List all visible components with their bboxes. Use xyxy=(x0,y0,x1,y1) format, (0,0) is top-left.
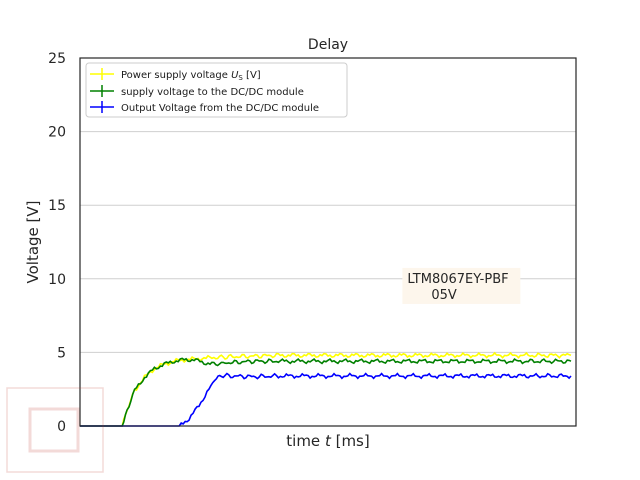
x-axis-label-var: t xyxy=(325,432,332,450)
grid xyxy=(80,131,576,353)
legend-label-1-suffix: [V] xyxy=(243,70,261,81)
y-tick-label: 5 xyxy=(57,345,66,361)
series-line-2 xyxy=(80,357,572,427)
legend-label-1-var: U xyxy=(231,70,239,81)
annotation-box xyxy=(402,267,521,304)
legend-label-2: supply voltage to the DC/DC module xyxy=(121,87,304,98)
annotation-line-1: LTM8067EY-PBF xyxy=(407,272,508,287)
y-tick-label: 15 xyxy=(48,198,66,214)
legend-entry-2: supply voltage to the DC/DC module xyxy=(90,85,304,98)
annotation: LTM8067EY-PBF 05V xyxy=(402,267,521,304)
legend: Power supply voltage US [V] supply volta… xyxy=(85,62,348,118)
y-ticks: 0 5 10 15 20 25 xyxy=(48,51,66,435)
watermark-chip xyxy=(28,407,80,453)
series-group xyxy=(80,351,572,427)
chart-title: Delay xyxy=(308,37,348,53)
y-axis-label: Voltage [V] xyxy=(24,201,42,284)
x-axis-label: time t [ms] xyxy=(286,432,369,450)
legend-label-1-sub: S xyxy=(238,74,243,82)
plot-frame xyxy=(79,57,577,427)
y-tick-label: 0 xyxy=(57,419,66,435)
y-tick-label: 10 xyxy=(48,272,66,288)
watermark-logo xyxy=(6,387,104,473)
legend-entry-1: Power supply voltage US [V] xyxy=(90,68,261,82)
y-tick-label: 20 xyxy=(48,125,66,141)
y-tick-label: 25 xyxy=(48,51,66,67)
annotation-line-2: 05V xyxy=(431,288,457,303)
series-line-3 xyxy=(80,372,572,427)
legend-entry-3: Output Voltage from the DC/DC module xyxy=(90,101,319,114)
legend-label-1-prefix: Power supply voltage xyxy=(121,70,231,81)
x-axis-label-prefix: time xyxy=(286,432,325,450)
x-axis-label-suffix: [ms] xyxy=(331,432,370,450)
legend-label-3: Output Voltage from the DC/DC module xyxy=(121,103,319,114)
legend-label-1: Power supply voltage US [V] xyxy=(121,70,261,82)
series-line-1 xyxy=(80,351,572,427)
watermark-frame xyxy=(6,387,104,473)
legend-box xyxy=(85,62,348,118)
